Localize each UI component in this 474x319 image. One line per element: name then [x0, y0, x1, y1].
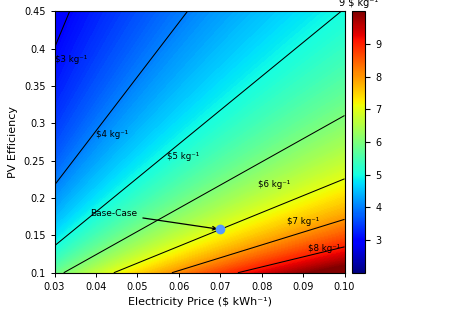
Text: $5 kg⁻¹: $5 kg⁻¹ — [167, 152, 199, 161]
Title: 9 $ kg⁻¹: 9 $ kg⁻¹ — [339, 0, 379, 8]
Y-axis label: PV Efficiency: PV Efficiency — [9, 106, 18, 178]
Text: $7 kg⁻¹: $7 kg⁻¹ — [287, 218, 319, 226]
Text: $8 kg⁻¹: $8 kg⁻¹ — [308, 244, 340, 253]
Text: $3 kg⁻¹: $3 kg⁻¹ — [55, 55, 87, 64]
Text: Base-Case: Base-Case — [90, 209, 216, 230]
Text: $4 kg⁻¹: $4 kg⁻¹ — [96, 130, 128, 139]
X-axis label: Electricity Price ($ kWh⁻¹): Electricity Price ($ kWh⁻¹) — [128, 297, 272, 307]
Text: $6 kg⁻¹: $6 kg⁻¹ — [258, 180, 290, 189]
